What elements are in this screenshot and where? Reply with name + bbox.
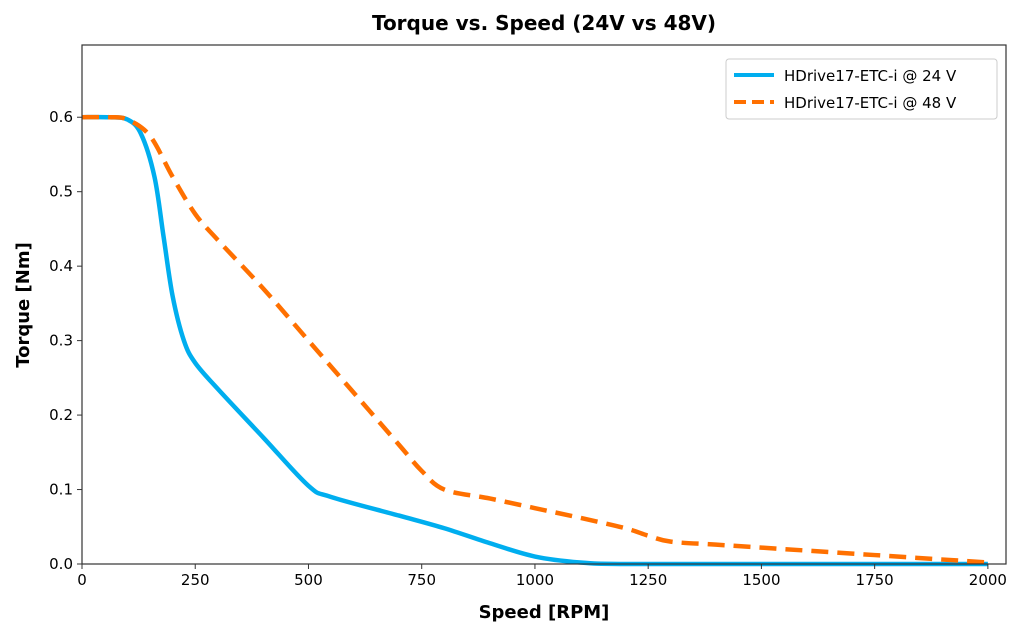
y-tick-label: 0.6	[49, 108, 73, 126]
legend-label-48v: HDrive17-ETC-i @ 48 V	[784, 94, 957, 112]
x-tick-label: 1000	[516, 571, 554, 589]
y-tick-label: 0.2	[49, 406, 73, 424]
x-tick-label: 1750	[856, 571, 894, 589]
x-axis-label: Speed [RPM]	[479, 602, 610, 623]
legend-label-24v: HDrive17-ETC-i @ 24 V	[784, 67, 957, 85]
plot-lines	[81, 114, 989, 567]
y-tick-label: 0.4	[49, 257, 73, 275]
x-tick-label: 1250	[629, 571, 667, 589]
x-tick-label: 1500	[742, 571, 780, 589]
axes-frame	[81, 44, 1007, 565]
x-tick-label: 0	[77, 571, 87, 589]
x-axis: 0 250 500 750 1000 1250 1500 1750 2000	[77, 564, 1007, 589]
y-tick-label: 0.3	[49, 332, 73, 350]
y-axis-label: Torque [Nm]	[13, 242, 34, 368]
chart-title: Torque vs. Speed (24V vs 48V)	[372, 11, 716, 35]
series-line-24v	[81, 114, 988, 567]
x-tick-label: 500	[294, 571, 323, 589]
legend: HDrive17-ETC-i @ 24 V HDrive17-ETC-i @ 4…	[725, 58, 998, 120]
series-line-48v	[81, 114, 989, 565]
y-tick-label: 0.1	[49, 481, 73, 499]
y-tick-label: 0.5	[49, 183, 73, 201]
x-tick-label: 750	[407, 571, 436, 589]
x-tick-label: 250	[181, 571, 210, 589]
legend-box	[725, 58, 998, 120]
x-tick-label: 2000	[969, 571, 1007, 589]
y-tick-label: 0.0	[49, 555, 73, 573]
y-axis: 0.0 0.1 0.2 0.3 0.4 0.5 0.6	[49, 108, 82, 573]
